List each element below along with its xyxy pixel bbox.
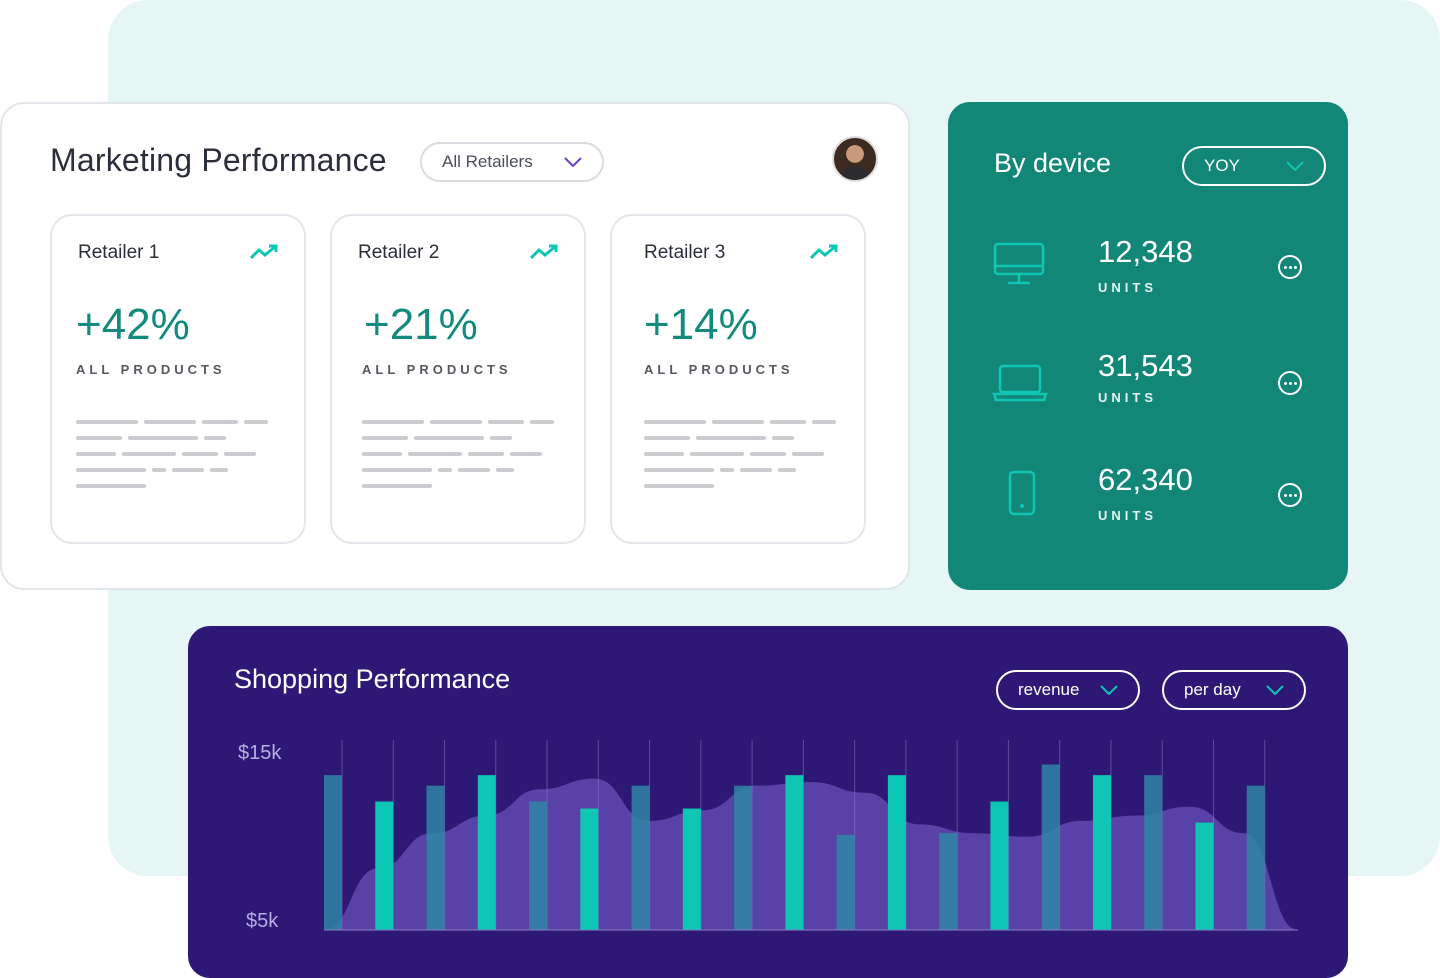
chart-bar xyxy=(939,833,958,930)
chart-bar xyxy=(580,808,599,930)
chevron-down-icon xyxy=(564,157,582,167)
chart-bar xyxy=(836,834,855,930)
device-units-label: UNITS xyxy=(1098,508,1157,523)
chart-bar xyxy=(1144,775,1163,930)
device-units-value: 31,543 xyxy=(1098,348,1193,383)
chart-bar xyxy=(887,775,906,930)
placeholder-text xyxy=(644,420,844,500)
chart-bar xyxy=(426,785,445,930)
retailer-name: Retailer 1 xyxy=(78,242,160,263)
more-options-icon[interactable] xyxy=(1278,371,1302,395)
retailer-name: Retailer 3 xyxy=(644,242,726,263)
chart-bar xyxy=(785,775,804,930)
laptop-icon xyxy=(992,364,1048,402)
mobile-icon xyxy=(1008,470,1036,516)
device-row-laptop: 31,543 UNITS xyxy=(948,344,1348,424)
chart-bar xyxy=(324,775,342,930)
retailer-change: +42% xyxy=(76,300,190,349)
chevron-down-icon xyxy=(1286,161,1304,171)
metric-label: revenue xyxy=(1018,680,1080,699)
retailer-filter-dropdown[interactable]: All Retailers xyxy=(420,142,604,182)
retailer-subtitle: ALL PRODUCTS xyxy=(76,362,226,377)
chart-bar xyxy=(1092,775,1111,930)
placeholder-text xyxy=(76,420,276,500)
retailer-name: Retailer 2 xyxy=(358,242,440,263)
chart-bar xyxy=(734,785,753,930)
marketing-performance-card: Marketing Performance All Retailers Reta… xyxy=(0,102,910,590)
retailer-card[interactable]: Retailer 1 +42% ALL PRODUCTS xyxy=(50,214,306,544)
interval-label: per day xyxy=(1184,680,1241,699)
device-card-title: By device xyxy=(994,148,1112,178)
retailer-change: +14% xyxy=(644,300,758,349)
chart-bar xyxy=(990,801,1009,930)
interval-dropdown[interactable]: per day xyxy=(1162,670,1306,710)
device-units-value: 62,340 xyxy=(1098,462,1193,497)
trending-up-icon xyxy=(810,244,838,260)
placeholder-text xyxy=(362,420,562,500)
retailer-subtitle: ALL PRODUCTS xyxy=(362,362,512,377)
retailer-subtitle: ALL PRODUCTS xyxy=(644,362,794,377)
trending-up-icon xyxy=(250,244,278,260)
by-device-card: By device YOY 12,348 UNITS 31,543 UNITS … xyxy=(948,102,1348,590)
device-row-desktop: 12,348 UNITS xyxy=(948,230,1348,310)
device-units-value: 12,348 xyxy=(1098,234,1193,269)
chart-bar xyxy=(1041,764,1060,930)
chart-bar xyxy=(682,808,701,930)
chevron-down-icon xyxy=(1266,685,1284,695)
device-row-mobile: 62,340 UNITS xyxy=(948,458,1348,538)
page-title: Marketing Performance xyxy=(50,142,387,178)
y-axis-tick: $5k xyxy=(246,910,279,932)
trending-up-icon xyxy=(530,244,558,260)
chart-bar xyxy=(529,801,548,930)
metric-dropdown[interactable]: revenue xyxy=(996,670,1140,710)
retailer-card[interactable]: Retailer 2 +21% ALL PRODUCTS xyxy=(330,214,586,544)
chart-bar xyxy=(631,785,650,930)
chart-bar xyxy=(477,775,496,930)
period-dropdown[interactable]: YOY xyxy=(1182,146,1326,186)
retailer-card[interactable]: Retailer 3 +14% ALL PRODUCTS xyxy=(610,214,866,544)
y-axis-tick: $15k xyxy=(238,742,282,764)
device-units-label: UNITS xyxy=(1098,280,1157,295)
period-label: YOY xyxy=(1204,156,1240,175)
device-units-label: UNITS xyxy=(1098,390,1157,405)
chevron-down-icon xyxy=(1100,685,1118,695)
chart-bar xyxy=(1195,822,1214,930)
chart-bar xyxy=(1246,785,1265,930)
more-options-icon[interactable] xyxy=(1278,255,1302,279)
desktop-icon xyxy=(993,242,1045,285)
retailer-filter-label: All Retailers xyxy=(442,152,533,171)
chart-bar xyxy=(375,801,394,930)
user-avatar[interactable] xyxy=(832,136,878,182)
shopping-title: Shopping Performance xyxy=(234,664,511,694)
shopping-performance-card: Shopping Performance revenue per day $15… xyxy=(188,626,1348,978)
more-options-icon[interactable] xyxy=(1278,483,1302,507)
retailer-change: +21% xyxy=(364,300,478,349)
shopping-chart xyxy=(324,740,1298,931)
